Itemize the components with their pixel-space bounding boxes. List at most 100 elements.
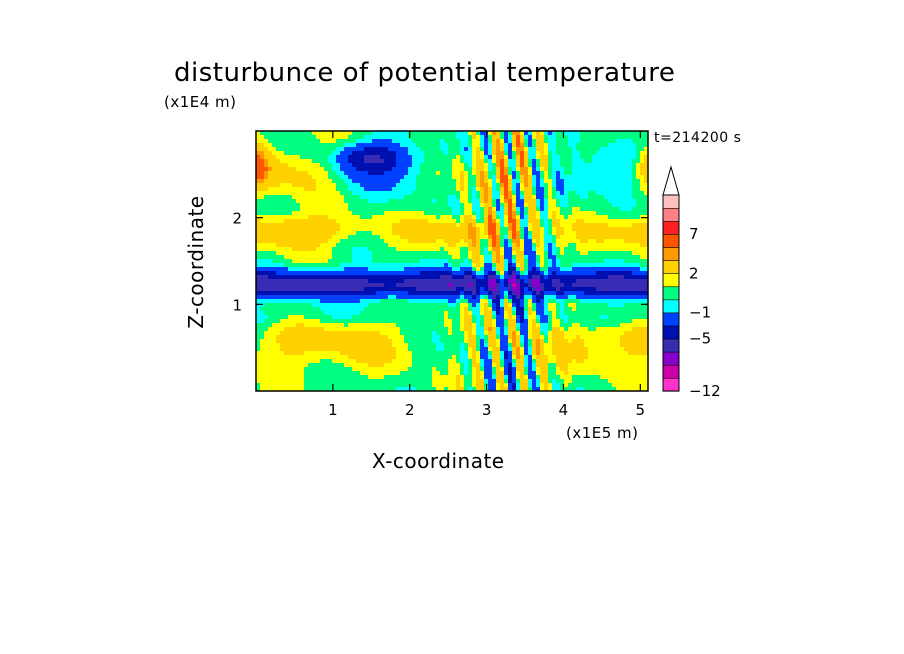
heatmap-cell — [504, 203, 509, 208]
heatmap-cell — [356, 227, 361, 232]
heatmap-cell — [308, 311, 313, 316]
heatmap-cell — [280, 287, 285, 292]
heatmap-cell — [408, 327, 413, 332]
heatmap-cell — [548, 227, 553, 232]
heatmap-cell — [380, 291, 385, 296]
heatmap-cell — [412, 247, 417, 252]
heatmap-cell — [396, 219, 401, 224]
heatmap-cell — [436, 167, 441, 172]
heatmap-cell — [332, 191, 337, 196]
heatmap-cell — [404, 151, 409, 156]
heatmap-cell — [496, 299, 501, 304]
heatmap-cell — [368, 247, 373, 252]
heatmap-cell — [404, 211, 409, 216]
heatmap-cell — [560, 295, 565, 300]
heatmap-cell — [304, 131, 309, 136]
heatmap-cell — [280, 303, 285, 308]
heatmap-cell — [452, 367, 457, 372]
heatmap-cell — [400, 167, 405, 172]
heatmap-cell — [480, 179, 485, 184]
heatmap-cell — [456, 267, 461, 272]
heatmap-cell — [424, 231, 429, 236]
heatmap-cell — [464, 187, 469, 192]
heatmap-cell — [324, 331, 329, 336]
heatmap-cell — [292, 335, 297, 340]
heatmap-cell — [536, 271, 541, 276]
heatmap-cell — [328, 183, 333, 188]
heatmap-cell — [460, 387, 465, 391]
heatmap-cell — [456, 379, 461, 384]
heatmap-cell — [336, 199, 341, 204]
heatmap-cell — [536, 291, 541, 296]
heatmap-cell — [260, 343, 265, 348]
heatmap-cell — [400, 275, 405, 280]
heatmap-cell — [340, 255, 345, 260]
heatmap-cell — [316, 131, 321, 136]
heatmap-cell — [388, 235, 393, 240]
heatmap-cell — [516, 163, 521, 168]
heatmap-cell — [476, 263, 481, 268]
heatmap-cell — [408, 179, 413, 184]
heatmap-cell — [532, 323, 537, 328]
heatmap-cell — [560, 203, 565, 208]
heatmap-cell — [432, 171, 437, 176]
heatmap-cell — [560, 227, 565, 232]
heatmap-cell — [300, 331, 305, 336]
heatmap-cell — [264, 235, 269, 240]
heatmap-cell — [368, 387, 373, 391]
heatmap-cell — [424, 379, 429, 384]
heatmap-cell — [552, 351, 557, 356]
heatmap-cell — [452, 187, 457, 192]
heatmap-cell — [352, 203, 357, 208]
heatmap-cell — [392, 331, 397, 336]
heatmap-cell — [396, 231, 401, 236]
heatmap-cell — [328, 255, 333, 260]
heatmap-cell — [348, 195, 353, 200]
heatmap-cell — [272, 263, 277, 268]
heatmap-cell — [444, 219, 449, 224]
heatmap-cell — [284, 379, 289, 384]
heatmap-cell — [320, 379, 325, 384]
heatmap-cell — [344, 295, 349, 300]
heatmap-cell — [496, 295, 501, 300]
heatmap-cell — [356, 383, 361, 388]
heatmap-cell — [376, 187, 381, 192]
heatmap-cell — [392, 215, 397, 220]
heatmap-cell — [520, 167, 525, 172]
heatmap-cell — [524, 243, 529, 248]
heatmap-cell — [364, 315, 369, 320]
heatmap-cell — [408, 219, 413, 224]
heatmap-cell — [268, 307, 273, 312]
heatmap-cell — [296, 287, 301, 292]
heatmap-cell — [436, 271, 441, 276]
heatmap-cell — [480, 195, 485, 200]
heatmap-cell — [360, 195, 365, 200]
heatmap-cell — [532, 131, 537, 136]
heatmap-cell — [396, 319, 401, 324]
heatmap-cell — [304, 219, 309, 224]
heatmap-cell — [552, 231, 557, 236]
heatmap-cell — [544, 235, 549, 240]
heatmap-cell — [396, 367, 401, 372]
heatmap-cell — [428, 211, 433, 216]
heatmap-cell — [356, 259, 361, 264]
heatmap-cell — [448, 219, 453, 224]
heatmap-cell — [384, 323, 389, 328]
heatmap-cell — [264, 251, 269, 256]
heatmap-cell — [256, 311, 261, 316]
heatmap-cell — [344, 219, 349, 224]
heatmap-cell — [328, 187, 333, 192]
heatmap-cell — [376, 247, 381, 252]
heatmap-cell — [292, 135, 297, 140]
heatmap-cell — [532, 215, 537, 220]
heatmap-cell — [484, 163, 489, 168]
heatmap-cell — [440, 343, 445, 348]
heatmap-cell — [256, 323, 261, 328]
heatmap-cell — [336, 159, 341, 164]
heatmap-cell — [288, 371, 293, 376]
heatmap-cell — [496, 343, 501, 348]
heatmap-cell — [368, 383, 373, 388]
heatmap-cell — [296, 223, 301, 228]
heatmap-cell — [308, 235, 313, 240]
heatmap-cell — [464, 163, 469, 168]
